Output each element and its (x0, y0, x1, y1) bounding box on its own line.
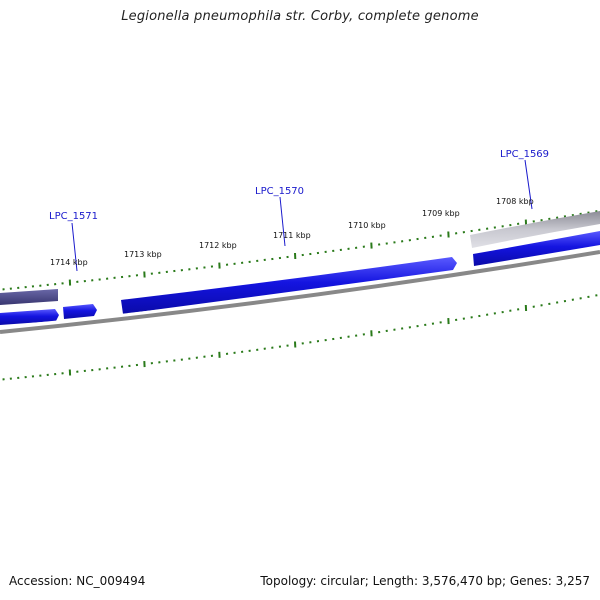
tick-label-1714: 1714 kbp (50, 258, 88, 267)
position-tick-labels: 1714 kbp 1713 kbp 1712 kbp 1711 kbp 1710… (50, 197, 534, 267)
strand-separators (0, 249, 600, 328)
gene-label-lpc-1570[interactable]: LPC_1570 (255, 186, 304, 197)
reverse-strand-genes (0, 211, 600, 305)
gene-feature-forward[interactable] (0, 309, 59, 325)
gene-feature-forward[interactable] (121, 257, 457, 314)
forward-strand-genes (0, 231, 600, 325)
inner-tick-ring (2, 294, 598, 381)
tick-label-1711: 1711 kbp (273, 231, 311, 240)
gene-feature-reverse-dark[interactable] (0, 289, 58, 305)
tick-label-1708: 1708 kbp (496, 197, 534, 206)
tick-label-1709: 1709 kbp (422, 209, 460, 218)
gene-feature-forward[interactable] (63, 304, 97, 319)
gene-feature-forward[interactable] (473, 231, 600, 266)
gene-labels: LPC_1571 LPC_1570 LPC_1569 (49, 149, 549, 222)
gene-feature-reverse-light[interactable] (470, 211, 600, 248)
accession-text: Accession: NC_009494 (9, 574, 146, 588)
gene-leader-lines (71, 159, 533, 272)
tick-label-1712: 1712 kbp (199, 241, 237, 250)
genome-summary-text: Topology: circular; Length: 3,576,470 bp… (260, 574, 590, 588)
genome-backbone (0, 250, 600, 334)
gene-label-lpc-1569[interactable]: LPC_1569 (500, 149, 549, 160)
map-title: Legionella pneumophila str. Corby, compl… (121, 9, 479, 24)
tick-label-1713: 1713 kbp (124, 250, 162, 259)
gene-label-lpc-1571[interactable]: LPC_1571 (49, 211, 98, 222)
outer-tick-ring (2, 210, 598, 291)
tick-label-1710: 1710 kbp (348, 221, 386, 230)
